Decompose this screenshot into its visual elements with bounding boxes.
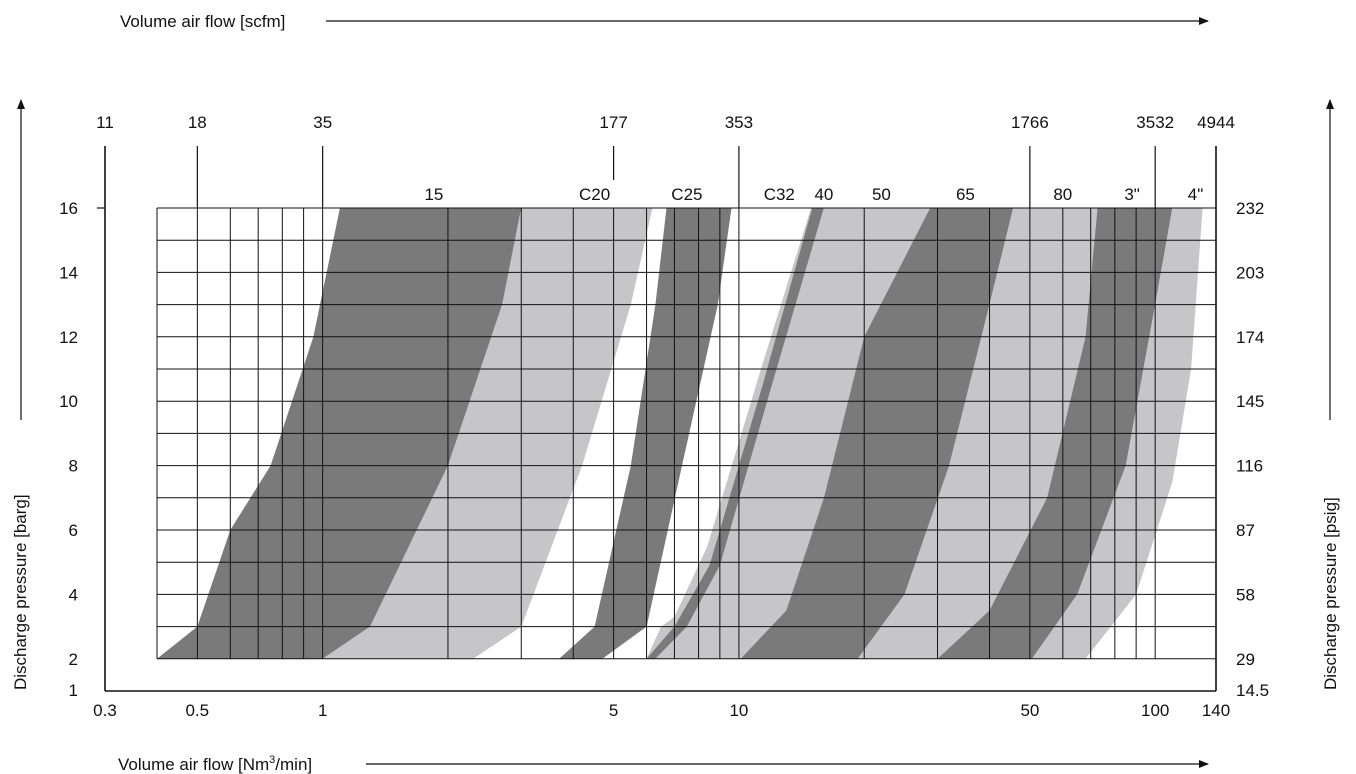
series-label-7: 80	[1053, 185, 1072, 204]
left-tick-label-6: 12	[59, 328, 78, 347]
top-axis-label: Volume air flow [scfm]	[120, 12, 285, 31]
bottom-tick-label-6: 100	[1141, 701, 1169, 720]
top-tick-label-3: 177	[599, 113, 627, 132]
left-tick-label-3: 6	[69, 521, 78, 540]
bottom-tick-label-5: 50	[1020, 701, 1039, 720]
top-tick-label-1: 18	[188, 113, 207, 132]
right-tick-label-5: 145	[1236, 392, 1264, 411]
bottom-tick-label-0: 0.3	[93, 701, 117, 720]
series-label-0: 15	[424, 185, 443, 204]
left-axis-label: Discharge pressure [barg]	[11, 494, 30, 690]
left-tick-label-7: 14	[59, 263, 78, 282]
top-tick-label-7: 4944	[1197, 113, 1235, 132]
series-label-2: C25	[671, 185, 702, 204]
right-tick-label-3: 87	[1236, 521, 1255, 540]
series-label-6: 65	[956, 185, 975, 204]
series-label-9: 4"	[1188, 185, 1204, 204]
left-tick-label-4: 8	[69, 457, 78, 476]
top-tick-label-0: 11	[96, 113, 114, 132]
series-band-9	[1032, 208, 1203, 659]
right-tick-label-4: 116	[1236, 457, 1263, 476]
left-tick-label-1: 2	[69, 650, 78, 669]
left-tick-label-0: 1	[69, 681, 78, 700]
axes	[97, 146, 1217, 692]
left-tick-label-8: 16	[59, 199, 78, 218]
left-tick-label-5: 10	[59, 392, 78, 411]
bottom-tick-label-3: 5	[609, 701, 618, 720]
series-label-1: C20	[579, 185, 610, 204]
tick-labels: 15 C20 C25 C32 40 50 65 80 3" 4"11 18 35 177 353 1766 3…	[59, 113, 1269, 720]
series-label-8: 3"	[1124, 185, 1140, 204]
right-tick-label-8: 232	[1236, 199, 1264, 218]
right-tick-label-1: 29	[1236, 650, 1255, 669]
right-axis-label: Discharge pressure [psig]	[1321, 497, 1340, 690]
left-tick-label-2: 4	[69, 585, 78, 604]
series-band-4	[646, 208, 824, 659]
bottom-axis-label: Volume air flow [Nm3/min]	[118, 754, 312, 774]
bottom-tick-label-1: 0.5	[185, 701, 209, 720]
top-tick-label-6: 3532	[1136, 113, 1174, 132]
series-band-8	[937, 208, 1173, 659]
series-label-3: C32	[764, 185, 795, 204]
top-tick-label-4: 353	[725, 113, 753, 132]
right-tick-label-0: 14.5	[1236, 681, 1269, 700]
series-label-4: 40	[814, 185, 833, 204]
right-tick-label-7: 203	[1236, 263, 1264, 282]
bottom-tick-label-7: 140	[1202, 701, 1230, 720]
series-label-5: 50	[872, 185, 891, 204]
bottom-tick-label-4: 10	[729, 701, 748, 720]
right-tick-label-2: 58	[1236, 585, 1255, 604]
top-tick-label-2: 35	[313, 113, 332, 132]
grid	[156, 207, 1216, 660]
top-tick-label-5: 1766	[1011, 113, 1049, 132]
right-tick-label-6: 174	[1236, 328, 1264, 347]
bottom-tick-label-2: 1	[318, 701, 327, 720]
